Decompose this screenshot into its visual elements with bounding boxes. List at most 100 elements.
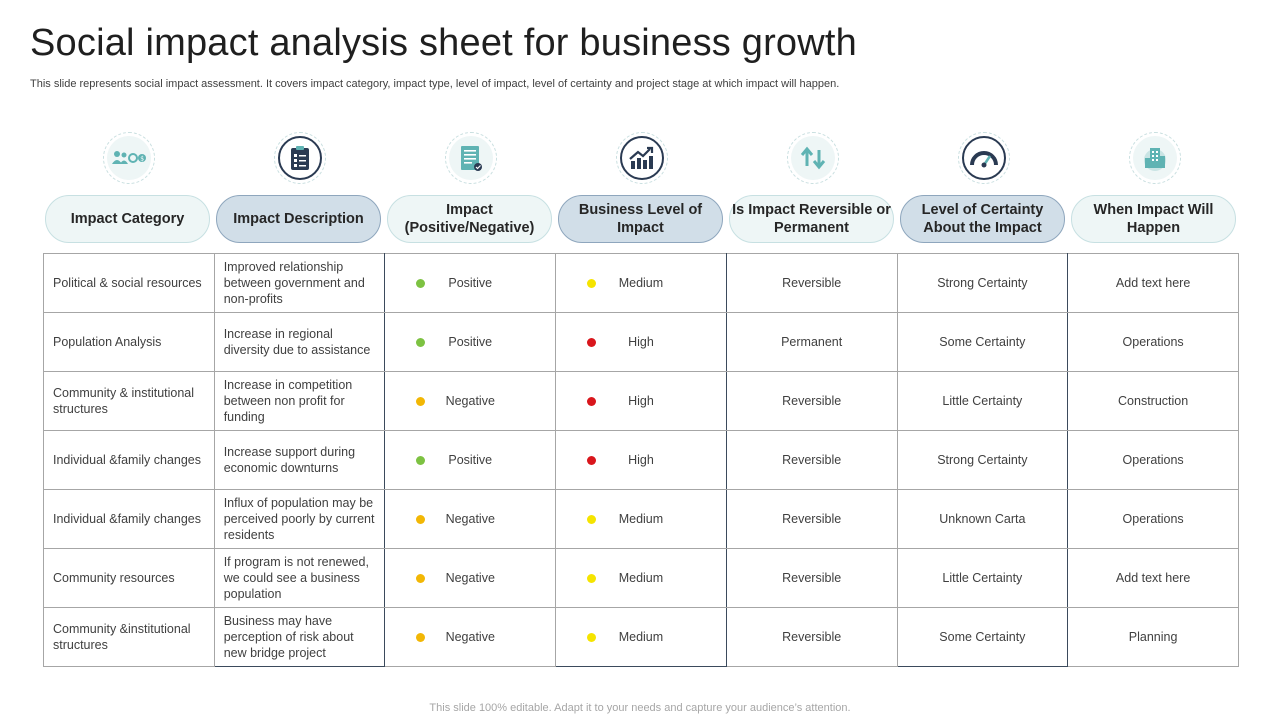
table-row: Individual &family changes Influx of popu… xyxy=(43,489,1239,549)
cell-certainty: Some Certainty xyxy=(896,607,1069,667)
cell-business-level: Medium xyxy=(555,489,727,549)
column-pill: Impact Description xyxy=(216,195,381,243)
cell-category: Political & social resources xyxy=(43,253,215,313)
cell-reversible: Reversible xyxy=(725,253,898,313)
cell-certainty: Strong Certainty xyxy=(896,430,1069,490)
cell-description: Increase in competition between non prof… xyxy=(213,371,386,431)
status-dot xyxy=(416,455,426,465)
growth-chart-icon xyxy=(629,146,654,169)
cell-when: Operations xyxy=(1067,312,1239,372)
column-pill: Level of Certainty About the Impact xyxy=(900,195,1065,243)
cell-reversible: Reversible xyxy=(725,489,898,549)
table-row: Community & institutional structures Incr… xyxy=(43,371,1239,431)
page-title: Social impact analysis sheet for busines… xyxy=(30,22,857,64)
cell-impact-label: Negative xyxy=(445,512,495,526)
clipboard-checklist-icon xyxy=(291,146,309,170)
icon-ring: $ xyxy=(103,132,155,184)
icon-ring xyxy=(1129,132,1181,184)
status-dot xyxy=(416,514,426,524)
cell-business-level: High xyxy=(555,371,727,431)
column-header-certainty: Level of Certainty About the Impact xyxy=(898,132,1069,248)
column-pill: Business Level of Impact xyxy=(558,195,723,243)
svg-text:$: $ xyxy=(140,156,144,163)
cell-description: Improved relationship between government… xyxy=(213,253,386,313)
status-dot xyxy=(587,396,597,406)
impact-table: Political & social resources Improved rel… xyxy=(43,253,1239,667)
status-dot xyxy=(416,396,426,406)
column-pill: When Impact Will Happen xyxy=(1071,195,1236,243)
cell-reversible: Reversible xyxy=(725,548,898,608)
icon-ring xyxy=(787,132,839,184)
cell-category: Community &institutional structures xyxy=(43,607,215,667)
table-row: Political & social resources Improved rel… xyxy=(43,253,1239,313)
column-header-reversible: Is Impact Reversible or Permanent xyxy=(727,132,898,248)
cell-impact: Negative xyxy=(384,607,557,667)
status-dot xyxy=(587,573,597,583)
cell-category: Population Analysis xyxy=(43,312,215,372)
building-globe-icon xyxy=(1144,148,1166,171)
gauge-icon xyxy=(970,151,998,168)
cell-business-level: High xyxy=(555,430,727,490)
cell-reversible: Permanent xyxy=(725,312,898,372)
cell-reversible: Reversible xyxy=(725,430,898,490)
footer-note: This slide 100% editable. Adapt it to yo… xyxy=(429,702,851,714)
status-dot xyxy=(587,278,597,288)
cell-business-level-label: Medium xyxy=(618,571,664,585)
cell-business-level: Medium xyxy=(555,253,727,313)
table-row: Community resources If program is not ren… xyxy=(43,548,1239,608)
cell-when: Add text here xyxy=(1067,253,1239,313)
column-header-when: When Impact Will Happen xyxy=(1069,132,1240,248)
cell-impact-label: Negative xyxy=(445,630,495,644)
cell-impact: Negative xyxy=(384,371,557,431)
cell-business-level-label: High xyxy=(628,394,654,408)
cell-when: Operations xyxy=(1067,430,1239,490)
document-checklist-icon xyxy=(461,146,482,171)
cell-when: Add text here xyxy=(1067,548,1239,608)
icon-ring xyxy=(616,132,668,184)
status-dot xyxy=(587,632,597,642)
status-dot xyxy=(587,455,597,465)
column-header-impact-description: Impact Description xyxy=(214,132,385,248)
status-dot xyxy=(416,337,426,347)
status-dot xyxy=(416,573,426,583)
cell-impact: Negative xyxy=(384,548,557,608)
cell-certainty: Strong Certainty xyxy=(896,253,1069,313)
column-header-impact-type: Impact (Positive/Negative) xyxy=(385,132,556,248)
cell-category: Individual &family changes xyxy=(43,489,215,549)
icon-ring xyxy=(274,132,326,184)
table-row: Individual &family changes Increase suppo… xyxy=(43,430,1239,490)
cell-category: Community & institutional structures xyxy=(43,371,215,431)
cell-business-level-label: Medium xyxy=(618,276,664,290)
page-subtitle: This slide represents social impact asse… xyxy=(30,78,840,90)
cell-impact: Positive xyxy=(384,430,557,490)
cell-impact-label: Positive xyxy=(448,276,493,290)
cell-impact: Positive xyxy=(384,312,557,372)
cell-impact-label: Positive xyxy=(448,453,493,467)
cell-when: Operations xyxy=(1067,489,1239,549)
table-row: Population Analysis Increase in regional … xyxy=(43,312,1239,372)
reverse-arrows-icon xyxy=(800,146,826,170)
cell-certainty: Little Certainty xyxy=(896,371,1069,431)
cell-description: Influx of population may be perceived po… xyxy=(213,489,386,549)
cell-description: Business may have perception of risk abo… xyxy=(213,607,386,667)
cell-impact-label: Negative xyxy=(445,394,495,408)
cell-certainty: Unknown Carta xyxy=(896,489,1069,549)
cell-business-level-label: High xyxy=(628,453,654,467)
column-pill: Is Impact Reversible or Permanent xyxy=(729,195,894,243)
status-dot xyxy=(587,337,597,347)
cell-impact-label: Positive xyxy=(448,335,493,349)
icon-ring xyxy=(958,132,1010,184)
cell-impact: Negative xyxy=(384,489,557,549)
cell-business-level-label: Medium xyxy=(618,512,664,526)
cell-category: Community resources xyxy=(43,548,215,608)
cell-reversible: Reversible xyxy=(725,371,898,431)
cell-category: Individual &family changes xyxy=(43,430,215,490)
cell-business-level: Medium xyxy=(555,548,727,608)
status-dot xyxy=(416,278,426,288)
cell-business-level-label: Medium xyxy=(618,630,664,644)
cell-when: Planning xyxy=(1067,607,1239,667)
status-dot xyxy=(416,632,426,642)
cell-business-level: High xyxy=(555,312,727,372)
table-row: Community &institutional structures Busin… xyxy=(43,607,1239,667)
cell-description: If program is not renewed, we could see … xyxy=(213,548,386,608)
